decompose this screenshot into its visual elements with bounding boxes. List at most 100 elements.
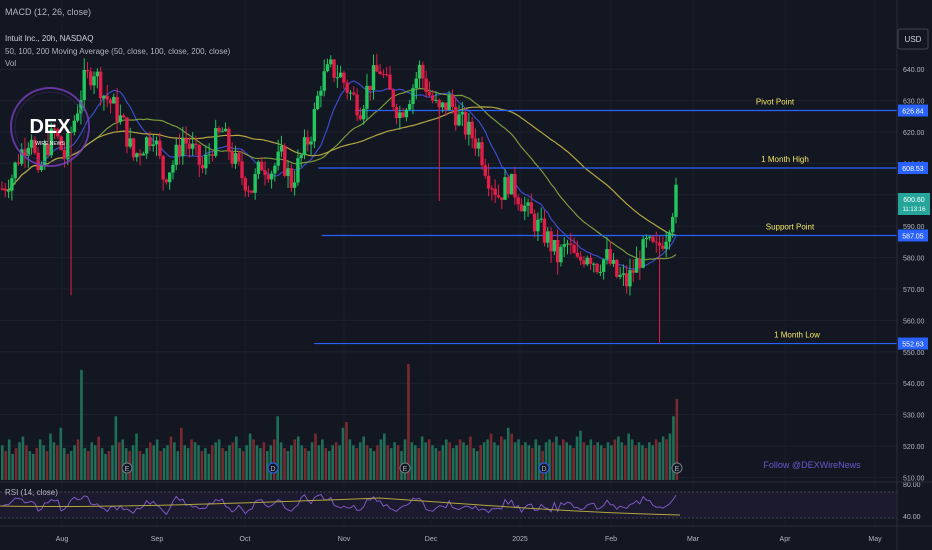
level-value-0: 626.84 <box>902 109 924 116</box>
candle-body <box>601 259 606 272</box>
candle-body <box>638 258 642 268</box>
volume-bar <box>358 442 362 480</box>
volume-bar <box>352 445 355 480</box>
volume-bar <box>438 451 441 480</box>
candle <box>3 183 7 198</box>
candle <box>457 104 461 127</box>
candle-body <box>171 164 175 173</box>
candle <box>10 174 14 201</box>
volume-bar <box>259 448 262 480</box>
candle <box>546 227 550 248</box>
candle-body <box>578 256 583 261</box>
logo-ring-inner <box>14 91 86 163</box>
candle <box>181 126 185 165</box>
candle <box>95 68 100 89</box>
volume-bar <box>641 445 644 480</box>
candle <box>23 137 27 169</box>
volume-bar <box>630 439 634 480</box>
candle <box>230 142 234 168</box>
candle <box>204 145 208 175</box>
x-tick-Aug: Aug <box>56 536 69 543</box>
volume-bar <box>107 451 111 480</box>
candle-body <box>332 59 336 78</box>
candle <box>592 262 596 273</box>
candle <box>148 131 152 152</box>
candle-body <box>542 218 547 243</box>
candle-body <box>506 177 511 195</box>
candle <box>33 136 37 155</box>
volume-bar <box>451 448 455 480</box>
candle-body <box>582 260 586 265</box>
candle-body <box>565 243 570 245</box>
volume-bar <box>517 439 520 480</box>
volume-bar <box>338 445 341 480</box>
candle-body <box>250 190 254 193</box>
logo-ring <box>10 87 90 167</box>
volume-bar <box>561 439 565 480</box>
candle <box>220 127 224 133</box>
candle-body <box>263 170 267 175</box>
volume-bar <box>231 442 235 480</box>
volume-bar <box>634 445 637 480</box>
candle-body <box>95 71 100 77</box>
candle <box>549 227 553 263</box>
last-price-box <box>898 193 930 215</box>
candle <box>569 233 573 255</box>
candle <box>46 132 50 159</box>
volume-bar <box>596 442 600 480</box>
candle-body <box>493 188 497 196</box>
candle-body <box>592 263 596 265</box>
volume-bar <box>558 445 562 480</box>
candle <box>237 150 241 166</box>
volume-bar <box>417 448 421 480</box>
volume-bar <box>345 422 348 480</box>
level-value-2: 587.05 <box>902 233 924 240</box>
currency-button[interactable] <box>897 28 929 50</box>
candle-body <box>325 64 330 72</box>
candle-body <box>0 188 4 190</box>
candle-body <box>674 184 678 217</box>
candle-body <box>174 144 178 165</box>
volume-bar <box>293 439 297 480</box>
candle-body <box>457 114 461 126</box>
candle-body <box>167 172 172 183</box>
volume-bar <box>45 451 49 480</box>
y-tick-570: 570.00 <box>903 287 925 294</box>
candle <box>135 152 139 162</box>
candle-body <box>16 162 21 164</box>
candle <box>151 134 155 152</box>
candle-body <box>513 173 517 198</box>
event-marker-1 <box>267 462 279 474</box>
candle <box>56 127 60 140</box>
candle-body <box>266 174 271 180</box>
volume-bar <box>603 448 606 480</box>
volume-bar <box>324 448 328 480</box>
candle <box>628 258 632 296</box>
volume-bar <box>235 436 238 480</box>
candle-body <box>394 106 399 119</box>
candle-body <box>302 137 307 155</box>
candle-body <box>319 90 323 96</box>
candle-body <box>388 74 392 90</box>
candle-body <box>624 273 629 287</box>
candle <box>312 102 317 149</box>
candle <box>128 127 132 149</box>
candle <box>368 85 372 101</box>
candle-body <box>355 94 359 116</box>
currency-label: USD <box>905 35 922 44</box>
volume-bar <box>472 448 476 480</box>
candle-body <box>200 164 205 169</box>
volume-bar <box>623 445 627 480</box>
volume-bar <box>496 445 500 480</box>
candle-body <box>85 69 90 72</box>
volume-bar <box>21 436 25 480</box>
candle <box>460 101 464 127</box>
volume-bar <box>169 436 173 480</box>
volume-bar <box>427 439 431 480</box>
candle-body <box>352 92 356 95</box>
last-price-countdown: 11:13:16 <box>903 207 927 213</box>
candle-body <box>559 246 563 263</box>
volume-bar <box>610 445 613 480</box>
volume-bar <box>314 433 317 480</box>
